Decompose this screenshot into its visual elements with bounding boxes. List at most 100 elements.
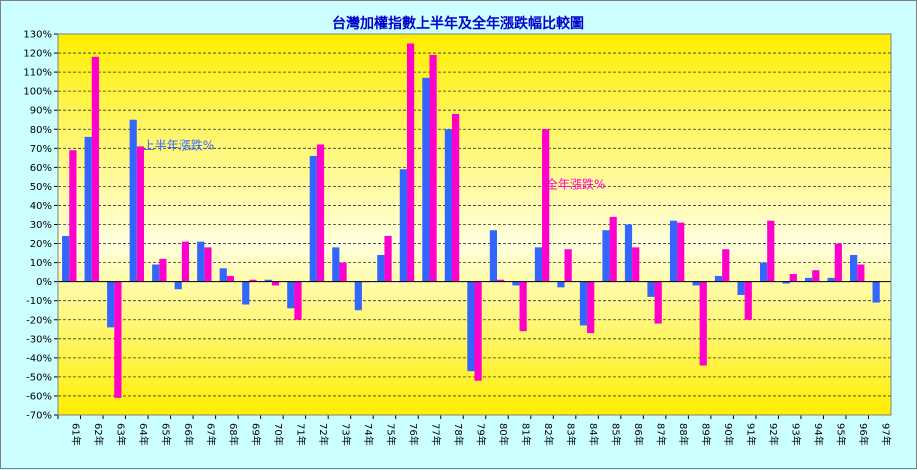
bar-full-93年 (789, 274, 797, 282)
x-tick-label: 75年 (384, 423, 397, 446)
y-tick-label: 80% (30, 125, 52, 136)
bar-h1-61年 (62, 235, 70, 282)
x-tick-label: 86年 (632, 423, 645, 446)
bar-full-69年 (249, 279, 257, 282)
x-tick-label: 73年 (339, 423, 352, 446)
y-tick-label: -60% (26, 391, 52, 402)
x-tick-label: 87年 (655, 423, 668, 446)
bar-h1-72年 (309, 155, 317, 282)
bar-h1-95年 (827, 277, 835, 282)
bar-full-94年 (812, 270, 820, 282)
y-tick-label: 90% (30, 106, 52, 117)
bar-h1-74年 (354, 281, 362, 311)
y-tick-label: 100% (23, 87, 52, 98)
y-tick-label: -70% (26, 411, 52, 422)
bar-h1-94年 (804, 277, 813, 282)
bar-full-79年 (474, 281, 482, 381)
series-annotation: 全年漲跌% (546, 176, 605, 191)
y-tick-label: 110% (23, 68, 52, 79)
x-tick-label: 88年 (677, 423, 690, 446)
x-tick-label: 84年 (587, 423, 600, 446)
bar-h1-66年 (174, 281, 182, 290)
bar-full-88年 (677, 222, 685, 282)
bar-h1-83年 (557, 281, 565, 288)
x-tick-label: 79年 (475, 423, 488, 446)
bars (62, 43, 880, 398)
y-axis-ticks: -70% -60% -50% -40% -30% -20% -10% 0% 10% 20% 30% 4… (23, 30, 58, 422)
bar-h1-76年 (399, 169, 407, 282)
x-tick-label: 80年 (497, 423, 510, 446)
bar-full-87年 (654, 281, 662, 324)
bar-full-91年 (744, 281, 752, 320)
x-tick-label: 67年 (204, 423, 217, 446)
bar-full-70年 (271, 281, 280, 286)
x-tick-label: 85年 (610, 423, 623, 446)
y-tick-label: 40% (30, 201, 52, 212)
bar-h1-81年 (512, 281, 520, 286)
bar-h1-82年 (534, 247, 543, 282)
bar-h1-85年 (602, 230, 610, 282)
x-tick-label: 65年 (159, 423, 172, 446)
bar-full-92年 (767, 220, 775, 282)
bar-full-63年 (114, 281, 122, 398)
bar-h1-88年 (669, 220, 678, 282)
bar-h1-90年 (714, 275, 723, 282)
bar-h1-79年 (467, 281, 475, 372)
bar-h1-84年 (579, 281, 588, 326)
bar-full-81年 (519, 281, 527, 332)
bar-h1-91年 (737, 281, 745, 295)
y-tick-label: 50% (30, 182, 52, 193)
bar-full-66年 (181, 241, 190, 282)
x-tick-label: 76年 (407, 423, 420, 446)
x-tick-label: 95年 (835, 423, 848, 446)
x-tick-label: 92年 (767, 423, 780, 446)
chart-title: 台灣加權指數上半年及全年漲跌幅比較圖 (332, 15, 584, 32)
y-tick-label: 70% (30, 144, 52, 155)
y-tick-label: 30% (30, 220, 52, 231)
bar-h1-87年 (647, 281, 655, 297)
y-tick-label: 10% (30, 258, 52, 269)
bar-h1-64年 (129, 119, 137, 282)
y-tick-label: -10% (26, 296, 52, 307)
x-tick-label: 77年 (429, 423, 442, 446)
x-tick-label: 74年 (362, 423, 375, 446)
y-tick-label: 0% (36, 277, 52, 288)
x-tick-label: 81年 (520, 423, 533, 446)
x-tick-label: 68年 (227, 423, 240, 446)
bar-h1-71年 (287, 281, 295, 309)
y-tick-label: 60% (30, 163, 52, 174)
bar-full-78年 (451, 114, 460, 282)
bar-h1-89年 (692, 281, 700, 286)
bar-full-89年 (699, 281, 707, 366)
x-tick-label: 66年 (182, 423, 195, 446)
bar-full-73年 (339, 262, 347, 282)
x-tick-label: 89年 (700, 423, 713, 446)
bar-full-82年 (542, 129, 550, 282)
bar-full-64年 (136, 146, 145, 282)
axes (57, 33, 892, 416)
bar-full-96年 (857, 264, 865, 282)
bar-full-95年 (834, 243, 842, 282)
x-tick-label: 70年 (272, 423, 285, 446)
y-tick-label: 130% (23, 30, 52, 41)
bar-full-68年 (226, 275, 235, 282)
bar-h1-63年 (107, 281, 115, 328)
y-tick-label: 20% (30, 239, 52, 250)
bar-full-83年 (564, 249, 572, 282)
x-tick-label: 72年 (317, 423, 330, 446)
bar-h1-70年 (264, 279, 272, 282)
bar-h1-67年 (197, 241, 205, 282)
x-tick-label: 63年 (114, 423, 127, 446)
bar-full-71年 (294, 281, 302, 320)
x-tick-label: 93年 (790, 423, 803, 446)
series-annotation: 上半年漲跌% (143, 138, 214, 153)
bar-full-90年 (722, 249, 730, 282)
x-tick-label: 91年 (745, 423, 758, 446)
x-tick-label: 62年 (92, 423, 105, 446)
bar-h1-92年 (759, 262, 768, 282)
plot-border (57, 33, 892, 416)
bar-full-77年 (429, 54, 437, 282)
bar-h1-96年 (850, 254, 858, 282)
bar-full-67年 (204, 247, 212, 282)
